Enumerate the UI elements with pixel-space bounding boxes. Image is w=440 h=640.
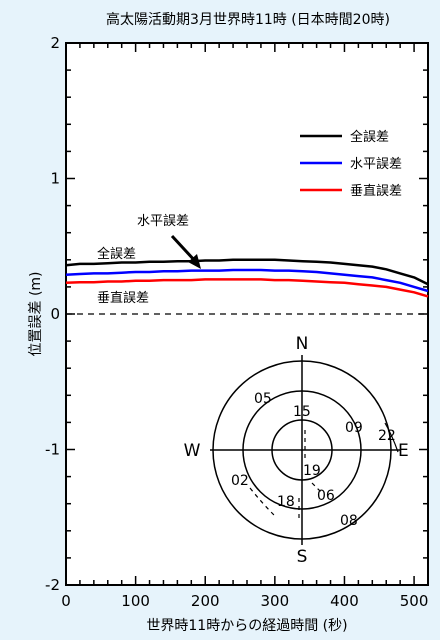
annotation-vertical: 垂直誤差 bbox=[97, 290, 149, 306]
satellite-track-22 bbox=[384, 422, 399, 453]
skyplot: N E S W 05 15 09 22 19 02 18 06 08 bbox=[184, 334, 409, 567]
satellite-label-18: 18 bbox=[277, 494, 295, 510]
axis-ticks bbox=[65, 42, 429, 586]
y-tick-label: 1 bbox=[50, 170, 60, 188]
x-tick-label: 500 bbox=[400, 592, 429, 610]
legend-label-total: 全誤差 bbox=[350, 129, 389, 145]
skyplot-direction-north: N bbox=[296, 334, 309, 354]
annotation-arrow-shaft bbox=[170, 234, 198, 264]
satellite-label-09: 09 bbox=[345, 420, 363, 436]
series-line-vertical bbox=[65, 278, 429, 298]
annotation-horizontal: 水平誤差 bbox=[137, 213, 189, 229]
y-tick-label: 0 bbox=[50, 305, 60, 323]
x-tick-label: 300 bbox=[261, 592, 290, 610]
series-group bbox=[65, 258, 429, 298]
satellite-label-15: 15 bbox=[293, 404, 311, 420]
satellite-label-08: 08 bbox=[340, 513, 358, 529]
y-tick-label: 2 bbox=[50, 34, 60, 52]
legend: 全誤差 水平誤差 垂直誤差 bbox=[300, 129, 402, 199]
satellite-label-05: 05 bbox=[254, 391, 272, 407]
y-tick-label: -2 bbox=[45, 576, 60, 594]
skyplot-direction-south: S bbox=[297, 547, 308, 567]
annotation-arrow-head bbox=[188, 254, 201, 269]
satellite-label-19: 19 bbox=[303, 463, 321, 479]
satellite-label-02: 02 bbox=[231, 473, 249, 489]
y-axis-label: 位置誤差 (m) bbox=[28, 271, 44, 356]
series-line-total bbox=[65, 258, 429, 286]
x-axis-label: 世界時11時からの経過時間 (秒) bbox=[146, 618, 347, 634]
skyplot-direction-west: W bbox=[184, 441, 201, 461]
x-tick-label: 0 bbox=[61, 592, 71, 610]
annotation-total: 全誤差 bbox=[97, 246, 136, 262]
series-line-horizontal bbox=[65, 268, 429, 293]
skyplot-direction-east: E bbox=[398, 441, 409, 461]
satellite-track-06 bbox=[311, 482, 323, 494]
satellite-label-22: 22 bbox=[378, 428, 396, 444]
chart-title: 高太陽活動期3月世界時11時 (日本時間20時) bbox=[106, 11, 390, 28]
satellite-track-02 bbox=[249, 487, 275, 516]
tick-labels: 0 100 200 300 400 500 -2 -1 0 1 2 bbox=[45, 34, 428, 610]
x-tick-label: 100 bbox=[121, 592, 150, 610]
y-tick-label: -1 bbox=[45, 441, 60, 459]
x-tick-label: 400 bbox=[330, 592, 359, 610]
satellite-label-06: 06 bbox=[317, 488, 335, 504]
x-tick-label: 200 bbox=[191, 592, 220, 610]
legend-label-vertical: 垂直誤差 bbox=[350, 183, 402, 199]
legend-label-horizontal: 水平誤差 bbox=[350, 156, 402, 172]
